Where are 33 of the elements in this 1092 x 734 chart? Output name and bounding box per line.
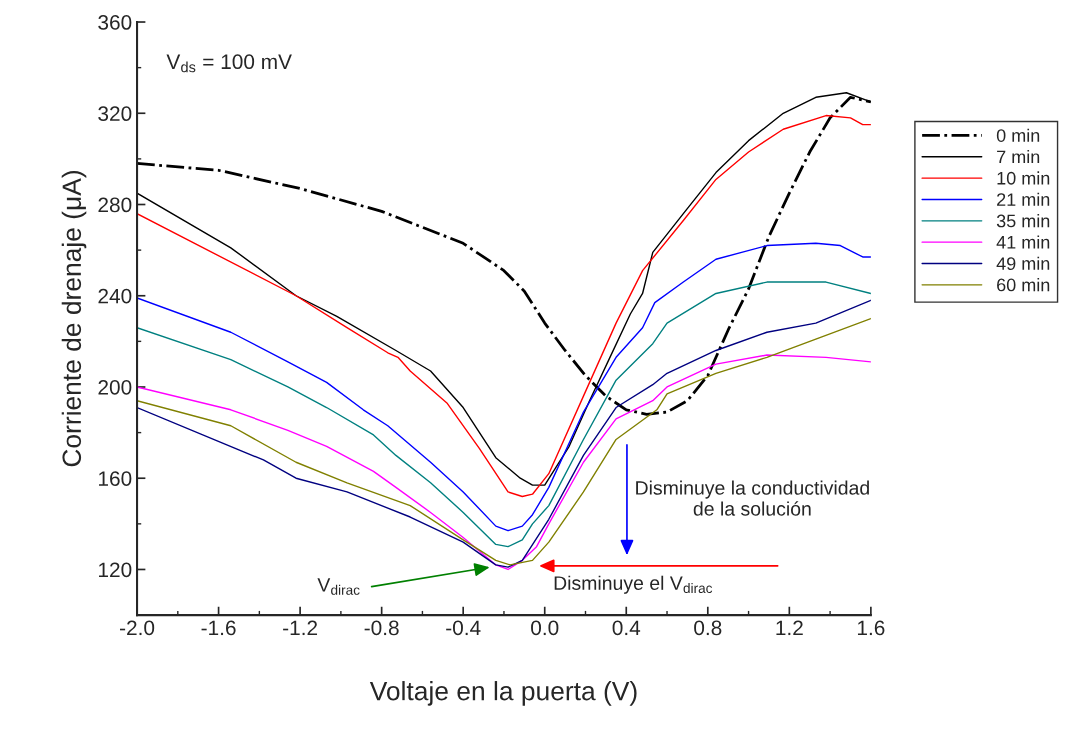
y-tick-label: 120 xyxy=(99,562,132,578)
y-tick-label: 360 xyxy=(98,15,132,30)
x-axis-title: Voltaje en la puerta (V) xyxy=(369,681,637,706)
x-tick-label: -1.2 xyxy=(283,620,318,636)
legend-label: 35 min xyxy=(996,214,1050,228)
y-tick-label: 160 xyxy=(99,471,132,486)
x-tick-label: 0.8 xyxy=(694,620,722,636)
x-tick-label: 0.0 xyxy=(531,620,559,636)
legend-label: 7 min xyxy=(997,150,1040,164)
x-tick-label: 1.6 xyxy=(857,620,885,636)
annotation: V$_{dirac}$ xyxy=(317,578,360,595)
line-series xyxy=(137,242,871,532)
annotation: Disminuye la conductividad de la solución xyxy=(636,480,869,516)
legend-label: 60 min xyxy=(997,278,1050,292)
x-tick-label: -0.4 xyxy=(446,620,481,636)
y-tick-label: 280 xyxy=(98,197,132,213)
legend-label: 21 min xyxy=(997,192,1050,206)
x-tick-label: -2.0 xyxy=(120,620,155,636)
legend-label: 0 min xyxy=(996,128,1040,142)
y-tick-label: 200 xyxy=(98,379,132,395)
y-axis-title: Corriente de drenaje (μA) xyxy=(61,171,87,467)
annotation: Disminuye el V$_{dirac}$ xyxy=(554,575,713,594)
legend-label: 41 min xyxy=(996,235,1050,249)
legend-label: 10 min xyxy=(997,171,1050,185)
x-tick-label: 1.2 xyxy=(776,620,803,636)
x-tick-label: -0.8 xyxy=(364,620,399,636)
line-series xyxy=(137,354,871,571)
y-tick-label: 240 xyxy=(98,288,132,304)
x-tick-label: 0.4 xyxy=(612,620,641,636)
y-tick-label: 320 xyxy=(98,106,132,122)
annotation: V$_{ds}$ = 100 mV xyxy=(166,54,292,73)
x-tick-label: -1.6 xyxy=(201,620,236,636)
legend-label: 49 min xyxy=(996,256,1050,271)
